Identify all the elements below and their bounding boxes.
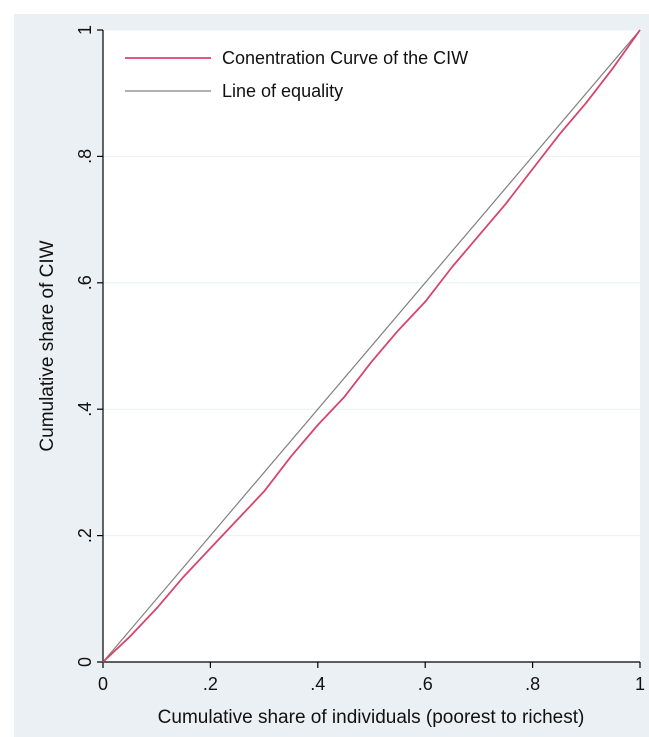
concentration-curve-chart: 0 .2 .4 .6 .8 1 0 .2 .4 .6 .8 1 Conentration Curve … [37,25,645,728]
x-tick-label-2: .4 [310,674,325,694]
series-line-0 [102,29,641,663]
y-tick-label-4: .8 [75,149,95,164]
x-tick-label-0: 0 [98,674,108,694]
x-tick-label-5: 1 [635,674,645,694]
series-line-1 [102,29,641,663]
y-axis-title: Cumulative share of CIW [37,240,58,451]
y-tick-label-3: .6 [75,275,95,290]
y-tick-label-2: .4 [75,402,95,417]
legend-label-1: Line of equality [222,81,343,101]
axes: 0 .2 .4 .6 .8 1 0 .2 .4 .6 .8 1 [75,25,645,694]
y-tick-label-1: .2 [75,528,95,543]
x-tick-label-1: .2 [203,674,218,694]
x-axis-title: Cumulative share of individuals (poorest… [158,707,585,728]
y-tick-label-5: 1 [75,25,95,35]
x-tick-label-3: .6 [418,674,433,694]
legend-label-0: Conentration Curve of the CIW [222,48,468,68]
legend: Conentration Curve of the CIW Line of equ… [125,48,468,101]
series-lines [102,29,641,663]
chart-frame: 0 .2 .4 .6 .8 1 0 .2 .4 .6 .8 1 Conentration Curve … [14,14,649,737]
x-tick-label-4: .8 [525,674,540,694]
y-tick-label-0: 0 [75,657,95,667]
